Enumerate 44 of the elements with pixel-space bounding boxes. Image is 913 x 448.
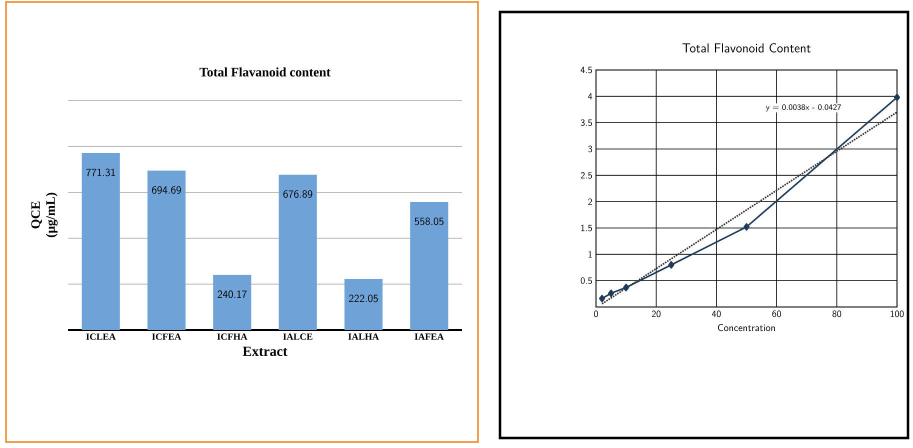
chart-title: Total Flavanoid content: [200, 67, 331, 76]
y-tick-label: 2: [588, 198, 592, 205]
bar: [278, 174, 317, 330]
point: [623, 284, 630, 292]
x-tick-label: 80: [832, 310, 842, 318]
x-axis-title: Extract: [242, 346, 288, 356]
x-tick-label: 40: [712, 310, 721, 318]
bar: [410, 202, 448, 330]
point: [743, 223, 750, 231]
x-tick-label: 60: [772, 310, 781, 318]
data-label: 694.69: [152, 186, 181, 194]
y-tick-label: 0.5: [580, 277, 592, 284]
point: [894, 94, 900, 102]
x-tick-label: ICLEA: [86, 334, 116, 340]
bar: [82, 153, 120, 330]
x-tick-label: IAFEA: [414, 334, 444, 340]
y-tick-label: 4.5: [580, 66, 592, 74]
data-label: 558.05: [414, 218, 444, 226]
point: [598, 294, 606, 302]
x-tick-label: ICFHA: [217, 334, 248, 340]
y-tick-label: 2.5: [580, 172, 592, 179]
chart-title: Total Flavonoid Content: [682, 43, 811, 52]
point: [668, 261, 674, 269]
point: [608, 290, 614, 298]
bar: [213, 274, 252, 330]
y-axis-title: QCE (μg/mL): [31, 192, 58, 238]
y-tick-label: 3: [588, 146, 592, 152]
x-axis-title: Concentration: [718, 324, 775, 332]
x-tick-label: ICFEA: [152, 334, 182, 340]
y-tick-label: 4: [588, 93, 592, 100]
bar: [147, 170, 186, 330]
y-tick-label: 3.5: [580, 119, 592, 126]
data-label: 222.05: [349, 294, 378, 302]
x-tick-label: 0: [594, 310, 598, 318]
y-tick-label: 1: [588, 251, 592, 258]
x-tick-label: IALHA: [348, 334, 379, 340]
x-tick-label: 100: [890, 310, 904, 318]
bar: [344, 279, 383, 330]
data-label: 240.17: [218, 290, 247, 298]
x-tick-label: 20: [652, 310, 661, 318]
data-label: 676.89: [283, 190, 312, 198]
data-label: 771.31: [86, 168, 115, 176]
y-tick-label: 1.5: [581, 224, 592, 232]
x-tick-label: IALCE: [283, 334, 312, 340]
